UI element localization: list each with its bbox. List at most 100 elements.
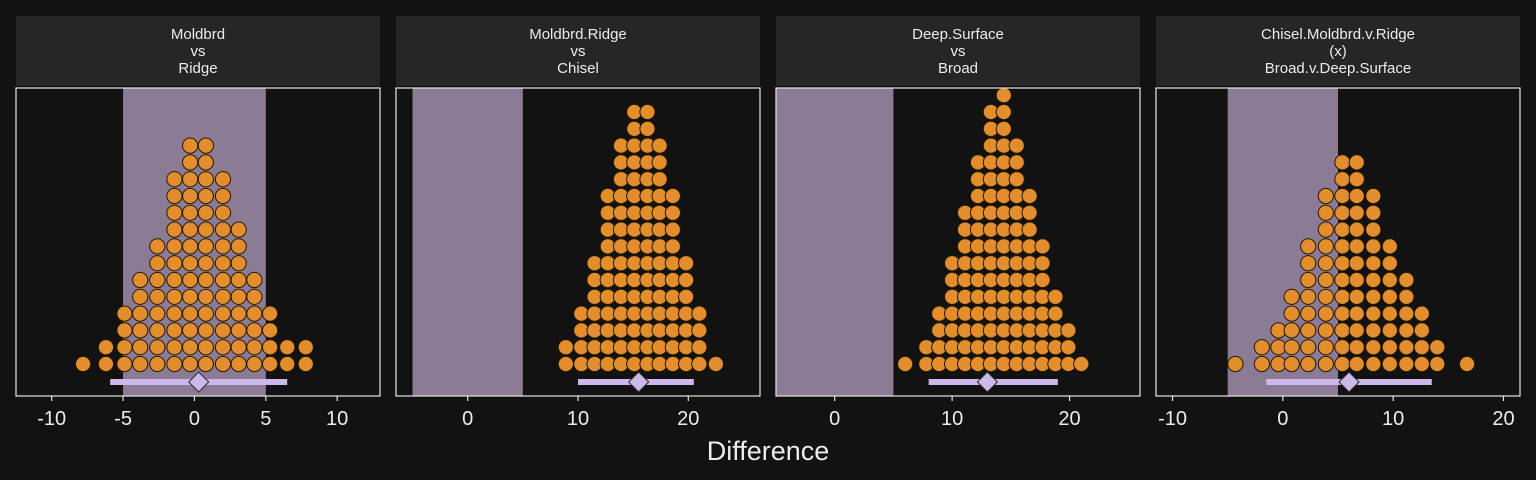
posterior-dot bbox=[214, 187, 232, 205]
posterior-dot bbox=[197, 154, 214, 171]
posterior-dot bbox=[182, 154, 199, 171]
posterior-dot bbox=[261, 305, 279, 322]
posterior-dot bbox=[1060, 339, 1077, 356]
posterior-dot bbox=[1365, 355, 1382, 373]
posterior-dot bbox=[132, 288, 149, 305]
posterior-dot bbox=[1283, 322, 1300, 339]
posterior-dot bbox=[214, 171, 232, 188]
posterior-dot bbox=[1073, 355, 1090, 373]
posterior-dot bbox=[1227, 355, 1244, 373]
posterior-dot bbox=[1348, 288, 1365, 305]
posterior-dot bbox=[246, 305, 263, 322]
posterior-dot bbox=[230, 271, 247, 289]
posterior-dot bbox=[639, 120, 656, 137]
posterior-dot bbox=[1365, 271, 1382, 289]
x-tick-label: 10 bbox=[941, 408, 963, 430]
posterior-dot bbox=[1398, 355, 1415, 373]
posterior-dot bbox=[1381, 339, 1398, 356]
posterior-dot bbox=[214, 339, 232, 356]
facet-strip bbox=[776, 16, 1140, 86]
posterior-dot bbox=[1381, 255, 1398, 272]
posterior-dot bbox=[1348, 255, 1365, 272]
posterior-dot bbox=[639, 103, 656, 121]
posterior-dot bbox=[1283, 339, 1300, 356]
x-tick-label: 10 bbox=[1382, 408, 1404, 430]
posterior-dot bbox=[149, 255, 166, 272]
posterior-dot bbox=[1429, 339, 1446, 356]
posterior-dot bbox=[1381, 238, 1398, 255]
posterior-dot bbox=[230, 355, 247, 373]
posterior-dot bbox=[1458, 355, 1476, 373]
posterior-dot bbox=[664, 238, 681, 255]
posterior-dot bbox=[197, 305, 214, 322]
point-estimate-marker bbox=[627, 371, 650, 393]
posterior-dot bbox=[1365, 221, 1382, 238]
posterior-dot bbox=[1334, 238, 1351, 255]
x-tick-label: 5 bbox=[260, 408, 271, 430]
posterior-dot bbox=[664, 204, 681, 221]
posterior-dot bbox=[182, 322, 199, 339]
posterior-dot bbox=[1348, 271, 1365, 289]
x-tick-label: 0 bbox=[189, 408, 200, 430]
facet-strip-label: Broad.v.Deep.Surface bbox=[1265, 60, 1411, 77]
posterior-dot bbox=[166, 255, 183, 272]
posterior-dot bbox=[197, 238, 214, 255]
posterior-dot bbox=[197, 187, 214, 205]
posterior-dot bbox=[1334, 204, 1351, 221]
posterior-dot bbox=[182, 305, 199, 322]
posterior-dot bbox=[1413, 322, 1430, 339]
posterior-dot bbox=[116, 355, 133, 373]
panel-border bbox=[15, 87, 381, 397]
posterior-dot bbox=[166, 339, 183, 356]
posterior-dot bbox=[1317, 288, 1334, 305]
posterior-dot bbox=[1034, 271, 1051, 289]
posterior-dot bbox=[116, 305, 133, 322]
posterior-dot bbox=[691, 305, 708, 322]
posterior-dot bbox=[182, 137, 199, 154]
posterior-dot bbox=[1008, 154, 1025, 171]
posterior-dot bbox=[182, 221, 199, 238]
posterior-dot bbox=[197, 255, 214, 272]
posterior-dot bbox=[1334, 305, 1351, 322]
posterior-dot bbox=[1317, 238, 1334, 255]
posterior-dot bbox=[1365, 305, 1382, 322]
x-tick-label: 0 bbox=[829, 408, 840, 430]
facet-strip-label: vs bbox=[191, 43, 206, 60]
posterior-dot bbox=[677, 255, 695, 272]
posterior-dot bbox=[261, 322, 279, 339]
posterior-dot bbox=[1283, 288, 1300, 305]
posterior-dot bbox=[1398, 322, 1415, 339]
posterior-dot bbox=[1381, 322, 1398, 339]
x-tick-label: 0 bbox=[1277, 408, 1288, 430]
posterior-dot bbox=[182, 339, 199, 356]
posterior-dot bbox=[182, 288, 199, 305]
posterior-dot bbox=[651, 171, 668, 188]
posterior-dot bbox=[995, 120, 1012, 137]
posterior-dot bbox=[1283, 355, 1300, 373]
posterior-dot bbox=[1334, 255, 1351, 272]
posterior-dot bbox=[1381, 355, 1398, 373]
posterior-dot bbox=[116, 322, 133, 339]
posterior-dot bbox=[1317, 221, 1334, 238]
posterior-dot bbox=[182, 204, 199, 221]
posterior-dot bbox=[97, 355, 115, 373]
posterior-dot bbox=[1283, 305, 1300, 322]
posterior-dot bbox=[1348, 322, 1365, 339]
posterior-dot bbox=[1365, 204, 1382, 221]
posterior-dot bbox=[279, 355, 296, 373]
posterior-dot bbox=[1300, 322, 1317, 339]
posterior-dot bbox=[197, 288, 214, 305]
posterior-dot bbox=[132, 322, 149, 339]
posterior-dot bbox=[214, 204, 232, 221]
facet-strip bbox=[1156, 16, 1520, 86]
posterior-dot bbox=[297, 339, 314, 356]
posterior-dot bbox=[1317, 305, 1334, 322]
posterior-dot bbox=[1365, 322, 1382, 339]
facet-strip-label: vs bbox=[951, 43, 966, 60]
posterior-dot bbox=[1334, 154, 1351, 171]
posterior-dot bbox=[166, 238, 183, 255]
facet-strip-label: Deep.Surface bbox=[912, 26, 1004, 43]
facet-strip-label: Broad bbox=[938, 60, 978, 77]
posterior-dot bbox=[182, 187, 199, 205]
posterior-dot bbox=[1008, 171, 1025, 188]
